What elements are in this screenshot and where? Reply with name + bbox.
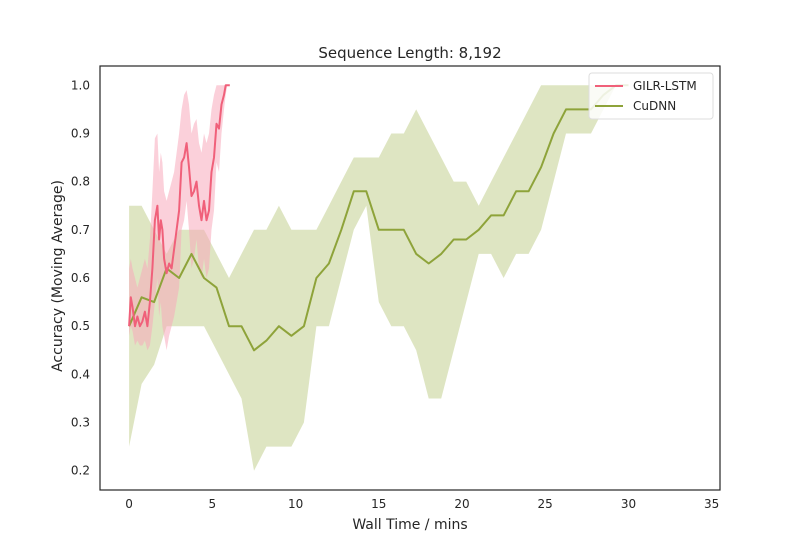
y-tick-label: 0.3 <box>71 416 90 430</box>
legend-label-gilr-lstm: GILR-LSTM <box>633 79 697 93</box>
y-tick-label: 0.2 <box>71 464 90 478</box>
cudnn-band <box>129 85 629 471</box>
x-tick-label: 20 <box>454 497 469 511</box>
y-axis-label: Accuracy (Moving Average) <box>50 180 66 372</box>
plot-area <box>128 84 629 471</box>
y-tick-label: 0.6 <box>71 271 90 285</box>
gilr-lstm-line <box>128 84 230 328</box>
cudnn-line <box>128 84 629 352</box>
y-tick-label: 1.0 <box>71 78 90 92</box>
x-tick-label: 30 <box>621 497 636 511</box>
x-tick-label: 10 <box>288 497 303 511</box>
x-tick-label: 0 <box>125 497 133 511</box>
y-tick-label: 0.8 <box>71 175 90 189</box>
legend-label-cudnn: CuDNN <box>633 99 676 113</box>
y-tick-label: 0.9 <box>71 127 90 141</box>
x-axis: 0 5 10 15 20 25 30 35 <box>125 497 719 511</box>
y-tick-label: 0.5 <box>71 319 90 333</box>
legend: GILR-LSTM CuDNN <box>588 72 714 120</box>
y-tick-label: 0.7 <box>71 223 90 237</box>
gilr-lstm-band <box>129 85 230 351</box>
x-tick-label: 35 <box>704 497 719 511</box>
y-axis: 0.2 0.3 0.4 0.5 0.6 0.7 0.8 0.9 1.0 <box>71 78 90 477</box>
plot-frame <box>99 65 721 491</box>
x-axis-label: Wall Time / mins <box>352 517 467 533</box>
x-tick-label: 25 <box>538 497 553 511</box>
y-tick-label: 0.4 <box>71 367 90 381</box>
x-tick-label: 15 <box>371 497 386 511</box>
x-tick-label: 5 <box>208 497 216 511</box>
legend-box <box>588 72 714 120</box>
chart-title: Sequence Length: 8,192 <box>318 44 501 62</box>
